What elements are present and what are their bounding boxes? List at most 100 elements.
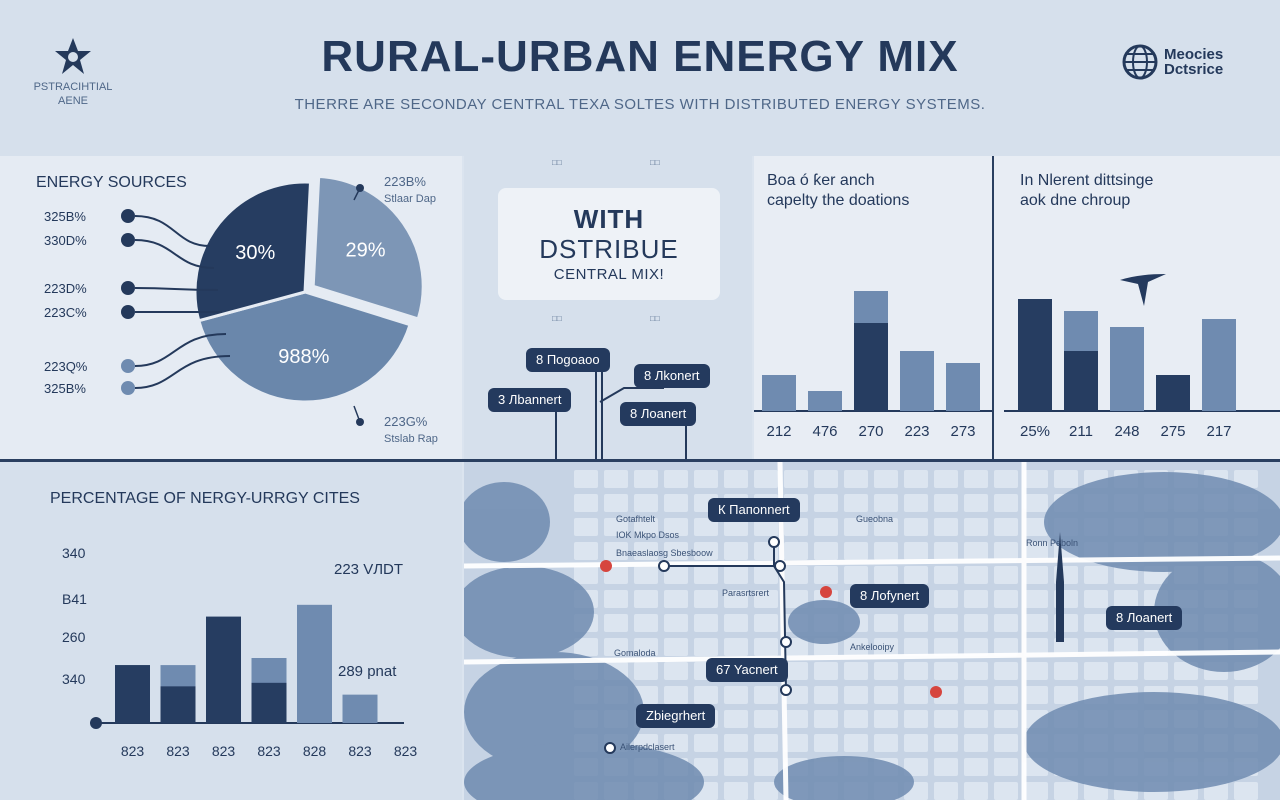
pie-callout-line [134,287,219,291]
map-street-label: Gueobna [856,514,894,524]
page-title: RURAL-URBAN ENERGY MIX [321,32,959,81]
x-tick-label: 828 [303,743,327,759]
chart-annotation: 289 pnat [338,663,397,680]
pie-right-callout-value: 223B% [384,174,426,189]
pie-slice [193,180,313,323]
sign-pill: 8 Пogoaoo [526,348,610,372]
sign-corner-mark: □□ [552,314,562,323]
logo-right-line1: Meocies [1164,46,1224,63]
energy-sources-pie-chart: 29% 988% 30% 325B% 330D% 223D% 223C% 223Q% 325B%… [44,174,438,445]
city-map-panel: К Папonnert 8 Лofynert 67 Yacnert 8 Лoan… [464,462,1280,800]
distribute-sign: WITH DSTRIBUE CENTRAL MIX! [498,188,720,300]
bar [297,604,332,723]
header: PSTRACIHTIAL AENE RURAL-URBAN ENERGY MIX… [0,0,1280,156]
sign-line1: WITH [573,204,645,234]
pie-right-callout-value: 223G% [384,414,428,429]
pie-callout-dot [121,233,135,247]
bar [946,363,980,411]
pie-callout-label: 223D% [44,281,87,296]
pie-callout-dot [121,305,135,319]
pie-callout-label: 223Q% [44,359,88,374]
distance-chart-title-line1: In Nlerent dittsinge [1020,172,1154,189]
sign-line2: DSTRIBUE [539,234,679,264]
sign-corner-mark: □□ [650,158,660,167]
pie-callout-line [134,239,215,269]
map-location-pill: 8 Лofynert [850,584,930,608]
sign-pill: 3 Лbannert [488,388,572,412]
x-tick-label: 823 [212,743,236,759]
pie-callout-label: 325B% [44,209,86,224]
bar [1064,351,1098,411]
city-map [464,462,1280,800]
pie-slice [196,290,412,404]
pie-right-callout-line [353,187,361,201]
y-tick-label: 260 [62,629,86,645]
logo-right-line2: Dctsrice [1164,61,1224,78]
sign-corner-mark: □□ [650,314,660,323]
sign-corner-mark: □□ [552,158,562,167]
pie-slice [311,174,425,321]
energy-sources-title: ENERGY SOURCES [36,174,187,191]
pie-right-callout-line [353,405,361,423]
percentage-chart-title: PERCENTAGE OF NERGY-URRGY CITES [50,490,360,507]
map-location-pill: К Папonnert [708,498,800,522]
map-street-label: IOK Mkpo Dsos [616,530,680,540]
page-subtitle: THERRE ARE SECONDAY CENTRAL TEXA SOLTES … [294,96,986,113]
logo-right: Meocies Dctsrice [1122,44,1223,80]
chart-annotation: 223 VЛDT [334,561,403,578]
panel-divider [992,156,994,460]
bar [1202,319,1236,411]
pie-right-callout-label: Stlaar Dap [384,193,436,205]
star-emblem-icon [55,38,91,74]
bar [1018,299,1052,411]
x-tick-label: 823 [348,743,372,759]
y-tick-label: B41 [62,591,87,607]
x-tick-label: 273 [950,423,975,440]
x-tick-label: 823 [121,743,145,759]
pie-callout-dot [121,209,135,223]
map-street-label: Ailerpdclasert [620,742,675,752]
globe-icon [1122,44,1158,80]
sign-pill: 8 Лkonert [634,364,710,388]
energy-sources-panel: ENERGY SOURCES 29% 988% 30% 325B% 330D% 223D%… [0,156,462,460]
capacity-bar-panel: Boa ó ƙer anch capelty the doations 212 4… [754,156,992,460]
percentage-bar-panel: PERCENTAGE OF NERGY-URRGY CITES 823 823 82… [0,462,462,800]
bar [808,391,842,411]
pie-slice-label: 30% [235,242,275,264]
distance-bar-chart: 25% 211 248 275 217 [1004,299,1280,440]
x-tick-label: 223 [904,423,929,440]
capacity-chart-title-line2: capelty the doations [767,192,910,209]
bar [1156,375,1190,411]
bar [206,616,241,723]
pie-callout-line [134,333,227,367]
x-tick-label: 823 [257,743,281,759]
wind-turbine-icon [1120,274,1166,306]
pie-slice-label: 29% [345,240,385,262]
x-tick-label: 211 [1069,423,1093,440]
bar [160,686,196,723]
pie-callout-dot [121,381,135,395]
pie-right-callout-label: Stslab Rap [384,433,438,445]
distance-chart-title-line2: aok dne chroup [1020,192,1131,209]
map-street-label: Gotafhtelt [616,514,656,524]
logo-left: PSTRACIHTIAL AENE [18,36,128,108]
pie-slice-label: 988% [278,346,329,368]
pie-callout-line [134,355,231,389]
y-tick-label: 340 [62,545,86,561]
map-street-label: Bnaeaslaosg Sbesboow [616,548,713,558]
distance-bar-panel: In Nlerent dittsinge aok dne chroup 25% 2… [994,156,1280,460]
y-tick-label: 340 [62,671,86,687]
bar [115,665,150,723]
sign-pill: 8 Лoanert [620,402,697,426]
map-street-label: Ankelooipy [850,642,895,652]
x-tick-label: 823 [166,743,190,759]
bar [900,351,934,411]
bar [854,323,888,411]
x-tick-label: 217 [1206,423,1231,440]
map-location-pill: 8 Лoanert [1106,606,1183,630]
axis-origin-dot [90,717,102,729]
percentage-bar-chart: 823 823 823 823 828 823 823 340 B41 260 340 223 VЛD… [62,545,417,759]
x-tick-label: 275 [1160,423,1185,440]
pie-callout-dot [121,359,135,373]
pie-callout-label: 223C% [44,305,87,320]
